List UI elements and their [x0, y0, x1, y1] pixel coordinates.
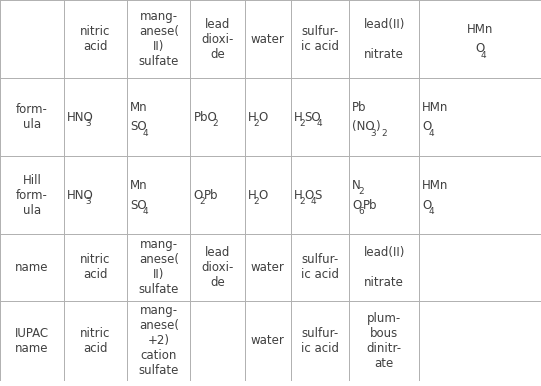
Text: 2: 2 — [381, 129, 386, 138]
Text: N: N — [352, 179, 361, 192]
Text: sulfur-
ic acid: sulfur- ic acid — [301, 327, 339, 355]
Text: O: O — [352, 198, 361, 212]
Text: O: O — [304, 189, 313, 201]
Text: HMn: HMn — [423, 101, 448, 113]
Text: 4: 4 — [310, 197, 316, 206]
Text: Mn: Mn — [130, 179, 148, 192]
Text: lead
dioxi-
de: lead dioxi- de — [201, 17, 234, 61]
Text: mang-
anese(
+2)
cation
sulfate: mang- anese( +2) cation sulfate — [138, 304, 179, 377]
Text: HNO: HNO — [67, 110, 94, 124]
Text: mang-
anese(
II)
sulfate: mang- anese( II) sulfate — [138, 239, 179, 296]
Text: HMn: HMn — [467, 23, 493, 36]
Text: lead(II)

nitrate: lead(II) nitrate — [364, 246, 405, 289]
Text: nitric
acid: nitric acid — [80, 254, 111, 281]
Text: sulfur-
ic acid: sulfur- ic acid — [301, 25, 339, 53]
Text: 3: 3 — [85, 119, 91, 128]
Text: 3: 3 — [371, 129, 376, 138]
Text: O: O — [258, 110, 267, 124]
Text: H: H — [248, 189, 256, 201]
Text: SO: SO — [130, 120, 147, 134]
Text: mang-
anese(
II)
sulfate: mang- anese( II) sulfate — [138, 10, 179, 68]
Text: 2: 2 — [254, 197, 259, 206]
Text: HMn: HMn — [423, 179, 448, 192]
Text: Mn: Mn — [130, 101, 148, 113]
Text: sulfur-
ic acid: sulfur- ic acid — [301, 254, 339, 281]
Text: O: O — [475, 42, 484, 56]
Text: 4: 4 — [428, 207, 434, 216]
Text: 4: 4 — [142, 129, 148, 138]
Text: 2: 2 — [300, 119, 305, 128]
Text: H: H — [248, 110, 256, 124]
Text: 4: 4 — [428, 129, 434, 138]
Text: 3: 3 — [85, 197, 91, 206]
Text: form-
ula: form- ula — [16, 103, 48, 131]
Text: water: water — [250, 261, 285, 274]
Text: O: O — [423, 120, 432, 134]
Text: plum-
bous
dinitr-
ate: plum- bous dinitr- ate — [367, 312, 401, 370]
Text: water: water — [250, 334, 285, 347]
Text: PbO: PbO — [194, 110, 217, 124]
Text: H: H — [294, 189, 302, 201]
Text: 4: 4 — [142, 207, 148, 216]
Text: 2: 2 — [300, 197, 305, 206]
Text: nitric
acid: nitric acid — [80, 327, 111, 355]
Text: Pb: Pb — [204, 189, 219, 201]
Text: Hill
form-
ula: Hill form- ula — [16, 174, 48, 217]
Text: 2: 2 — [212, 119, 217, 128]
Text: lead
dioxi-
de: lead dioxi- de — [201, 246, 234, 289]
Text: O: O — [423, 198, 432, 212]
Text: O: O — [194, 189, 203, 201]
Text: IUPAC
name: IUPAC name — [15, 327, 49, 355]
Text: nitric
acid: nitric acid — [80, 25, 111, 53]
Text: HNO: HNO — [67, 189, 94, 201]
Text: S: S — [314, 189, 322, 201]
Text: 2: 2 — [200, 197, 205, 206]
Text: (NO: (NO — [352, 120, 374, 134]
Text: 2: 2 — [254, 119, 259, 128]
Text: 2: 2 — [358, 187, 364, 196]
Text: 6: 6 — [358, 207, 364, 216]
Text: O: O — [258, 189, 267, 201]
Text: water: water — [250, 32, 285, 46]
Text: Pb: Pb — [352, 101, 366, 113]
Text: Pb: Pb — [362, 198, 377, 212]
Text: ): ) — [375, 120, 379, 134]
Text: 4: 4 — [316, 119, 322, 128]
Text: H: H — [294, 110, 302, 124]
Text: lead(II)

nitrate: lead(II) nitrate — [364, 17, 405, 61]
Text: 4: 4 — [481, 51, 487, 59]
Text: SO: SO — [304, 110, 321, 124]
Text: SO: SO — [130, 198, 147, 212]
Text: name: name — [15, 261, 49, 274]
